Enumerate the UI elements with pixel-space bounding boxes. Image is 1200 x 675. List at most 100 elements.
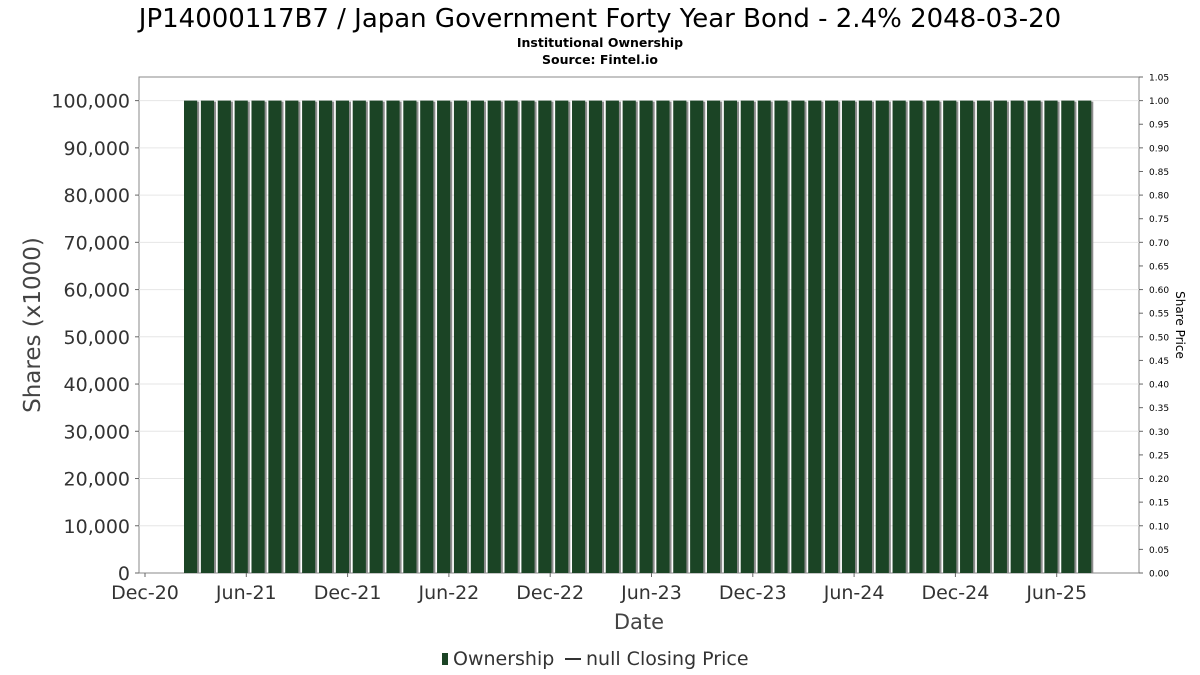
ownership-bar bbox=[588, 100, 603, 573]
ownership-bar bbox=[538, 100, 552, 573]
y-tick-label: 20,000 bbox=[64, 469, 130, 491]
ownership-bar bbox=[875, 100, 889, 573]
y2-tick-label: 0.85 bbox=[1149, 168, 1169, 178]
y-axis-label: Shares (x1000) bbox=[20, 237, 46, 413]
ownership-bar bbox=[470, 100, 484, 573]
x-tick-label: Jun-23 bbox=[620, 582, 682, 604]
y-tick-label: 50,000 bbox=[64, 327, 130, 349]
ownership-bar bbox=[757, 100, 771, 573]
y2-tick-label: 0.25 bbox=[1149, 451, 1169, 461]
ownership-bar bbox=[791, 100, 805, 573]
y2-tick-label: 0.55 bbox=[1149, 310, 1169, 320]
ownership-bar bbox=[656, 100, 670, 573]
ownership-bar bbox=[352, 100, 366, 573]
y2-tick-label: 0.95 bbox=[1149, 121, 1169, 131]
ownership-bar bbox=[909, 100, 923, 573]
y2-tick-label: 0.30 bbox=[1149, 428, 1169, 438]
ownership-bar bbox=[572, 100, 586, 573]
y2-tick-label: 0.60 bbox=[1149, 286, 1169, 296]
y2-tick-label: 0.65 bbox=[1149, 262, 1169, 272]
ownership-bar bbox=[200, 100, 215, 573]
y2-axis: 0.00 0.05 0.10 0.15 0.20 0.25 0.30 0.35 0.40 0.45… bbox=[1139, 74, 1169, 580]
ownership-bar bbox=[1044, 100, 1058, 573]
legend-label-closing-price: null Closing Price bbox=[586, 648, 749, 670]
legend: Ownership null Closing Price bbox=[442, 648, 749, 670]
chart-title: JP14000117B7 / Japan Government Forty Ye… bbox=[137, 4, 1061, 34]
ownership-bar bbox=[453, 100, 468, 573]
x-tick-label: Dec-24 bbox=[921, 582, 989, 604]
y2-tick-label: 0.05 bbox=[1149, 546, 1169, 556]
ownership-bar bbox=[673, 100, 687, 573]
y-tick-label: 30,000 bbox=[64, 421, 130, 443]
chart-source: Source: Fintel.io bbox=[542, 52, 658, 67]
ownership-bar bbox=[318, 100, 333, 573]
y2-tick-label: 0.15 bbox=[1149, 499, 1169, 509]
y2-tick-label: 0.10 bbox=[1149, 522, 1169, 532]
y-tick-label: 40,000 bbox=[64, 374, 130, 396]
ownership-bar bbox=[639, 100, 653, 573]
y-tick-label: 0 bbox=[118, 563, 130, 585]
ownership-bar bbox=[369, 100, 383, 573]
y2-axis-label: Share Price bbox=[1173, 291, 1187, 359]
ownership-bar bbox=[302, 100, 316, 573]
y2-tick-label: 0.20 bbox=[1149, 475, 1169, 485]
ownership-bar bbox=[335, 100, 349, 573]
x-tick-label: Jun-25 bbox=[1025, 582, 1087, 604]
y2-tick-label: 1.00 bbox=[1149, 97, 1169, 107]
ownership-bar bbox=[858, 100, 872, 573]
ownership-bar bbox=[892, 100, 906, 573]
ownership-bar bbox=[976, 100, 991, 573]
y-tick-label: 90,000 bbox=[64, 138, 130, 160]
ownership-bar bbox=[605, 100, 619, 573]
ownership-bar bbox=[234, 100, 248, 573]
ownership-bar bbox=[926, 100, 940, 573]
ownership-bar bbox=[386, 100, 400, 573]
chart-subtitle: Institutional Ownership bbox=[517, 35, 683, 50]
ownership-bar bbox=[184, 100, 198, 573]
x-tick-label: Jun-21 bbox=[215, 582, 277, 604]
ownership-bar bbox=[740, 100, 754, 573]
ownership-bar bbox=[504, 100, 518, 573]
legend-swatch-ownership bbox=[442, 653, 448, 665]
y2-tick-label: 0.70 bbox=[1149, 239, 1169, 249]
ownership-bar bbox=[251, 100, 265, 573]
ownership-bar bbox=[706, 100, 721, 573]
ownership-bar bbox=[1061, 100, 1075, 573]
x-tick-label: Dec-22 bbox=[516, 582, 584, 604]
ownership-bar bbox=[217, 100, 231, 573]
ownership-bar bbox=[993, 100, 1007, 573]
ownership-bar bbox=[487, 100, 501, 573]
y2-tick-label: 0.45 bbox=[1149, 357, 1169, 367]
y2-tick-label: 0.90 bbox=[1149, 144, 1169, 154]
ownership-bar bbox=[841, 100, 856, 573]
y-tick-label: 10,000 bbox=[64, 516, 130, 538]
bars bbox=[184, 100, 1094, 573]
ownership-bar bbox=[723, 100, 738, 573]
y2-tick-label: 1.05 bbox=[1149, 74, 1169, 84]
x-tick-label: Jun-24 bbox=[823, 582, 885, 604]
ownership-bar bbox=[285, 100, 299, 573]
y-axis: 0 10,000 20,000 30,000 40,000 50,000 60,000 70,… bbox=[51, 91, 139, 585]
ownership-bar bbox=[622, 100, 636, 573]
y2-tick-label: 0.50 bbox=[1149, 333, 1169, 343]
ownership-bar bbox=[521, 100, 535, 573]
ownership-bar bbox=[774, 100, 788, 573]
x-tick-label: Jun-22 bbox=[418, 582, 480, 604]
ownership-bar bbox=[403, 100, 417, 573]
y2-tick-label: 0.80 bbox=[1149, 192, 1169, 202]
y2-tick-label: 0.35 bbox=[1149, 404, 1169, 414]
x-tick-label: Dec-20 bbox=[111, 582, 179, 604]
ownership-bar bbox=[690, 100, 704, 573]
y-tick-label: 100,000 bbox=[51, 91, 130, 113]
x-tick-label: Dec-21 bbox=[314, 582, 382, 604]
x-axis-label: Date bbox=[614, 610, 664, 634]
y2-tick-label: 0.00 bbox=[1149, 570, 1169, 580]
x-tick-label: Dec-23 bbox=[719, 582, 787, 604]
y2-tick-label: 0.40 bbox=[1149, 381, 1169, 391]
ownership-bar bbox=[420, 100, 434, 573]
legend-label-ownership: Ownership bbox=[453, 648, 554, 670]
ownership-bar bbox=[943, 100, 957, 573]
x-axis: Dec-20 Jun-21 Dec-21 Jun-22 Dec-22 Jun-23 Dec-… bbox=[111, 573, 1087, 604]
ownership-bar bbox=[808, 100, 822, 573]
